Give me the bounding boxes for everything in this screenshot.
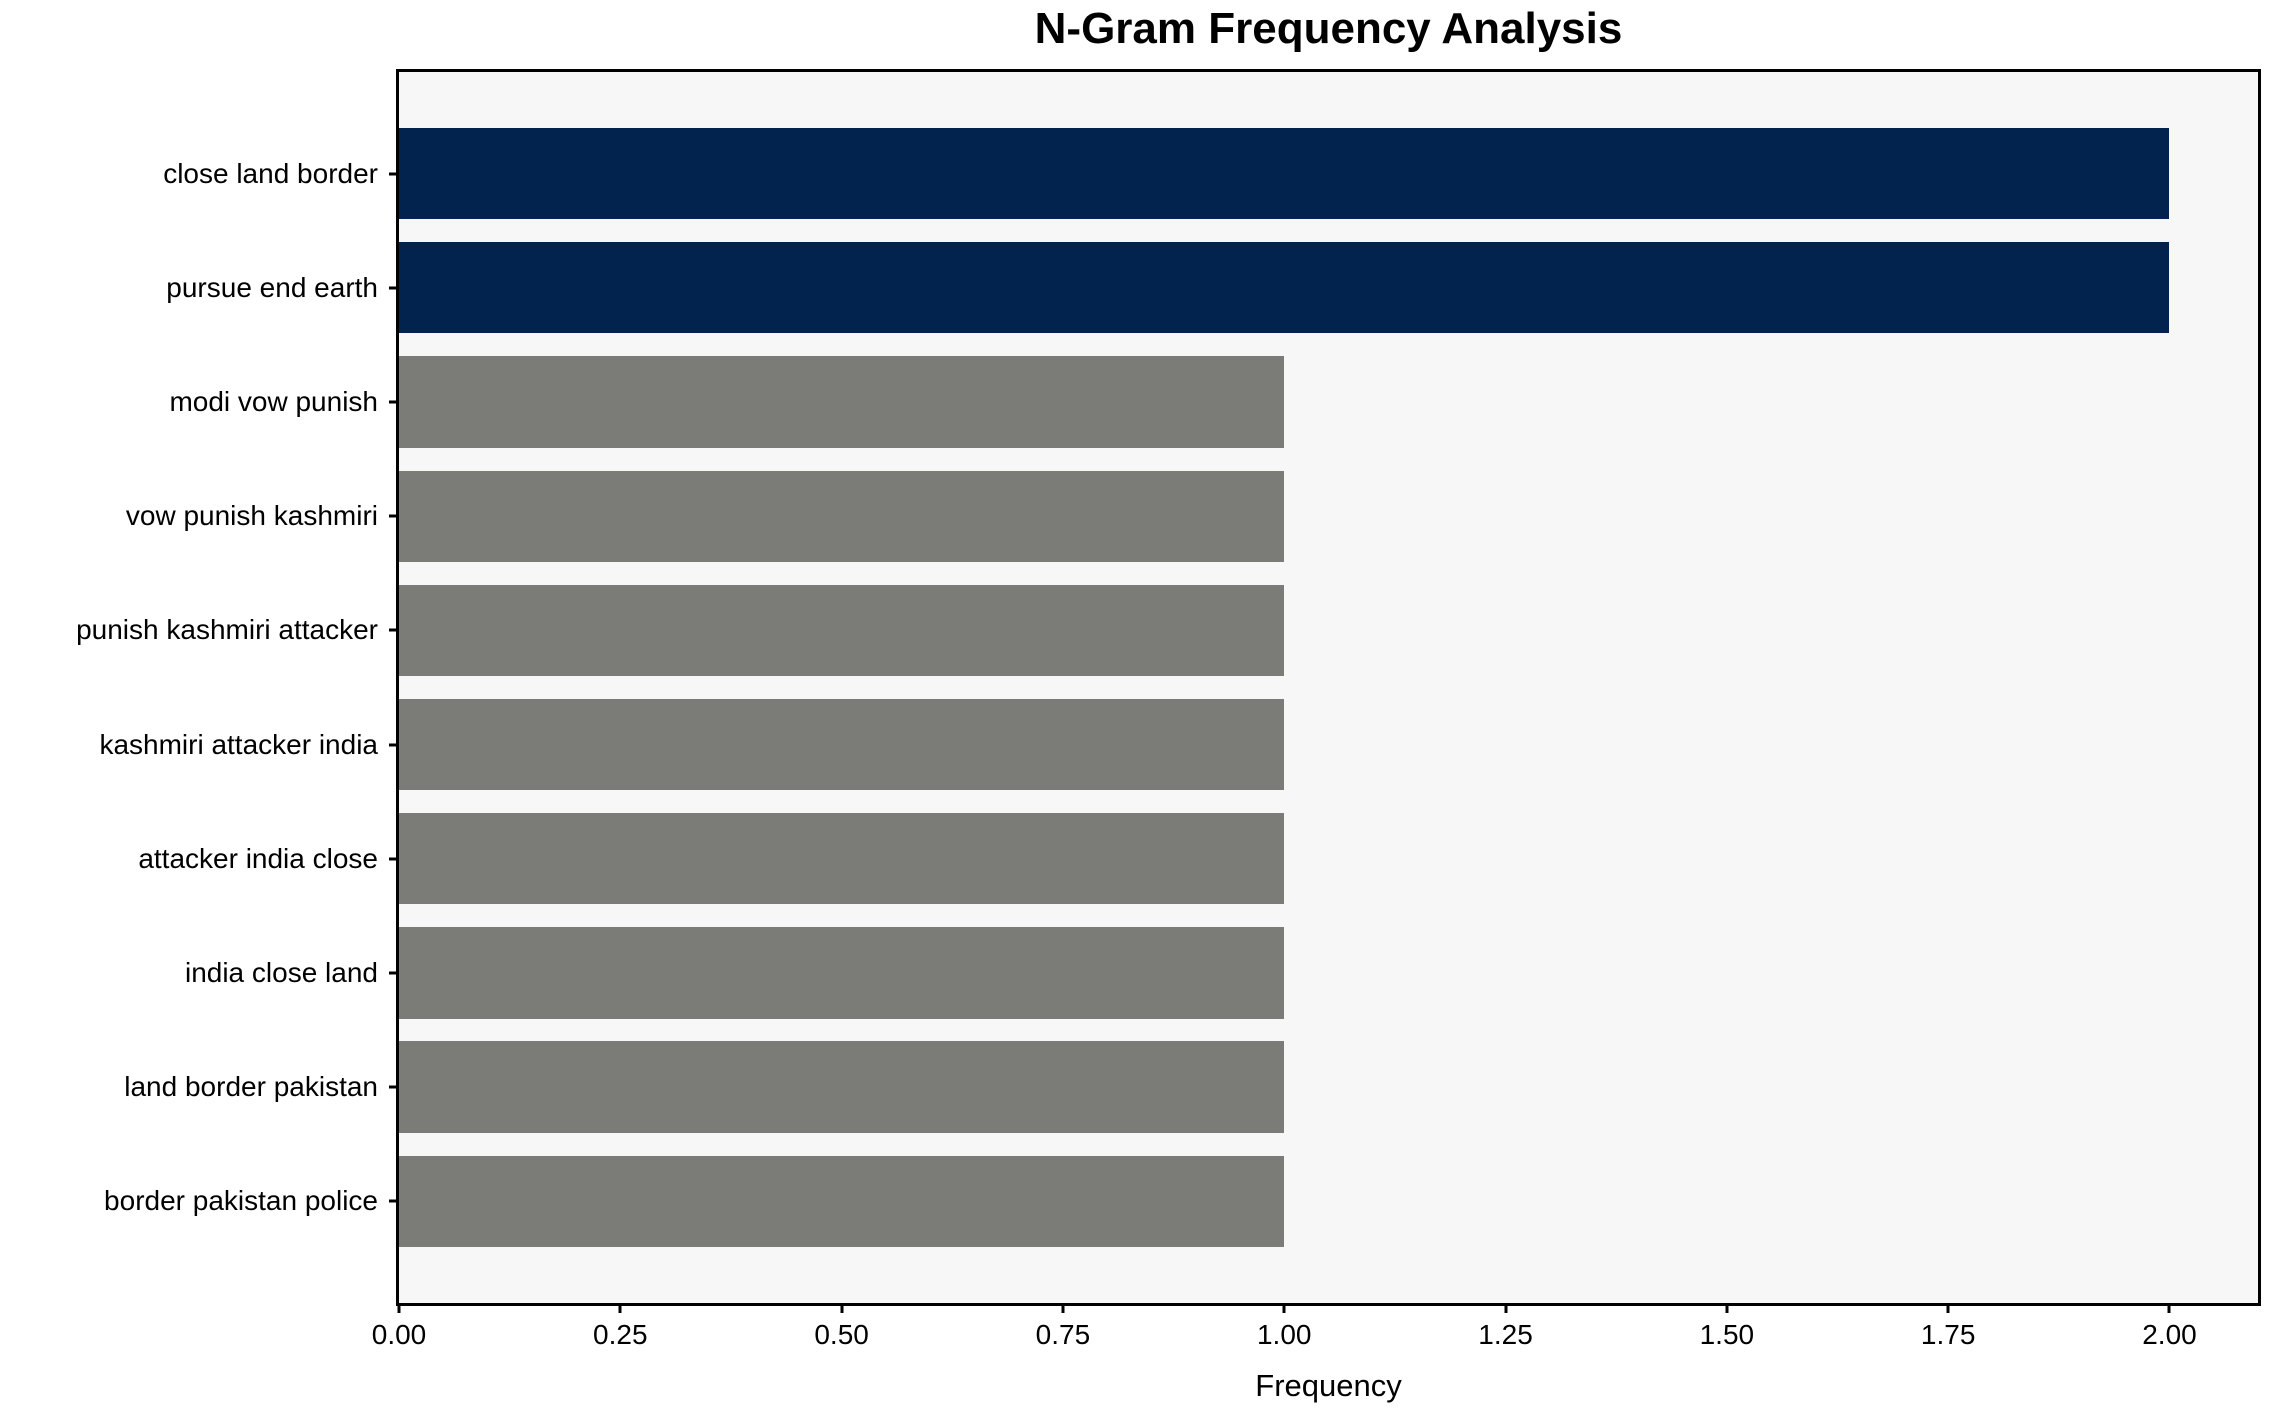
- x-tick-label: 1.75: [1920, 1319, 1976, 1350]
- x-tick-mark: [1504, 1303, 1508, 1313]
- y-tick-label: land border pakistan: [124, 1071, 378, 1103]
- bar: [399, 698, 1285, 791]
- y-tick-label: punish kashmiri attacker: [76, 614, 378, 646]
- x-tick-label: 0.50: [814, 1319, 869, 1350]
- x-tick-label: 0.25: [593, 1319, 648, 1350]
- y-tick-mark: [389, 971, 399, 975]
- y-tick-mark: [389, 743, 399, 747]
- chart-title: N-Gram Frequency Analysis: [1034, 4, 1623, 53]
- y-tick-label: modi vow punish: [169, 386, 378, 418]
- y-tick-label: vow punish kashmiri: [125, 500, 378, 532]
- bar: [399, 470, 1285, 562]
- x-tick-mark: [1282, 1303, 1286, 1313]
- x-tick-mark: [397, 1303, 401, 1313]
- bar: [399, 584, 1285, 677]
- y-tick-label: close land border: [163, 157, 378, 189]
- y-tick-mark: [389, 172, 399, 176]
- bar: [399, 1155, 1285, 1248]
- plot-area: [399, 72, 2258, 1303]
- x-tick-mark: [1946, 1303, 1950, 1313]
- bar: [399, 1041, 1285, 1133]
- y-tick-mark: [389, 400, 399, 404]
- bar: [399, 813, 1285, 905]
- x-axis-label: Frequency: [1255, 1368, 1402, 1403]
- x-tick-label: 0.00: [371, 1319, 427, 1350]
- y-tick-label: india close land: [184, 956, 378, 988]
- x-tick-mark: [618, 1303, 622, 1313]
- y-tick-mark: [389, 286, 399, 290]
- bar: [399, 927, 1285, 1019]
- x-tick-mark: [1725, 1303, 1729, 1313]
- x-tick-mark: [840, 1303, 844, 1313]
- x-tick-label: 1.50: [1699, 1319, 1755, 1350]
- y-tick-mark: [389, 1085, 399, 1089]
- bar: [399, 242, 2170, 334]
- y-tick-label: pursue end earth: [166, 271, 378, 303]
- x-tick-mark: [1061, 1303, 1065, 1313]
- y-tick-label: kashmiri attacker india: [99, 728, 378, 760]
- bar: [399, 127, 2170, 220]
- x-tick-label: 2.00: [2142, 1319, 2197, 1350]
- bar: [399, 356, 1285, 448]
- y-tick-mark: [389, 514, 399, 518]
- y-tick-label: border pakistan police: [104, 1185, 378, 1217]
- y-tick-mark: [389, 1199, 399, 1203]
- x-tick-mark: [2167, 1303, 2171, 1313]
- x-tick-label: 1.00: [1256, 1319, 1312, 1350]
- y-tick-label: attacker india close: [138, 842, 378, 874]
- y-tick-mark: [389, 628, 399, 632]
- x-tick-label: 0.75: [1035, 1319, 1091, 1350]
- x-tick-label: 1.25: [1478, 1319, 1533, 1350]
- y-tick-mark: [389, 857, 399, 861]
